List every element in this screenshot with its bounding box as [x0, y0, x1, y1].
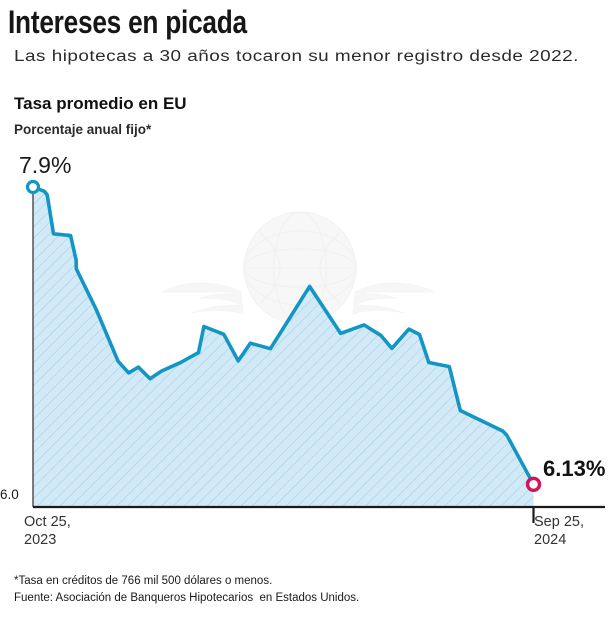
svg-text:Sep 25,: Sep 25, [534, 514, 584, 530]
svg-text:2024: 2024 [534, 532, 566, 548]
svg-text:6.0: 6.0 [0, 487, 19, 502]
svg-text:7.9%: 7.9% [19, 152, 71, 178]
svg-text:2023: 2023 [24, 532, 56, 548]
svg-text:Oct 25,: Oct 25, [24, 514, 71, 530]
svg-text:6.13%: 6.13% [543, 456, 605, 481]
